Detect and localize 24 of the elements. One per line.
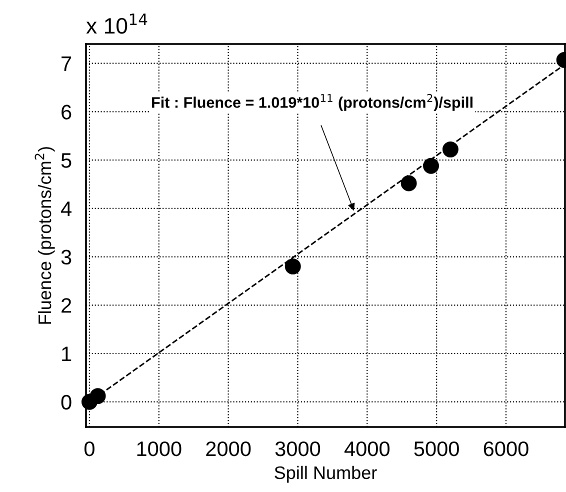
y-tick-label: 3 [61,250,72,265]
y-tick-label: 6 [62,104,72,120]
text: x 10$^{14}$ [86,14,148,34]
y-tick-label: 4 [61,202,72,216]
x-axis-title: Spill Number [274,466,377,483]
y-tick-label: 2 [62,298,72,313]
annotation: Fit : Fluence = 1.019*10$^{11}$ (protons/cm$^{2}$)/spill [152,94,472,111]
point [90,388,106,404]
x-tick-label: 2000 [206,441,251,456]
point [284,258,301,274]
point [423,158,439,174]
x-tick-label: 5000 [414,441,459,456]
y-tick-label: 1 [62,346,72,362]
point [442,141,458,158]
x-tick-label: 6000 [484,441,528,456]
point [400,175,417,192]
x-tick-label: 0 [84,441,94,456]
y-tick-label: 5 [61,153,72,168]
y-tick-label: 7 [62,56,72,71]
x-tick-label: 3000 [275,441,320,456]
y-tick-label: 0 [61,394,72,410]
x-tick-label: 1000 [137,441,182,456]
y-axis-title: Fluence (protons/cm$^{2}$) [34,147,55,324]
x-tick-label: 4000 [344,441,390,456]
